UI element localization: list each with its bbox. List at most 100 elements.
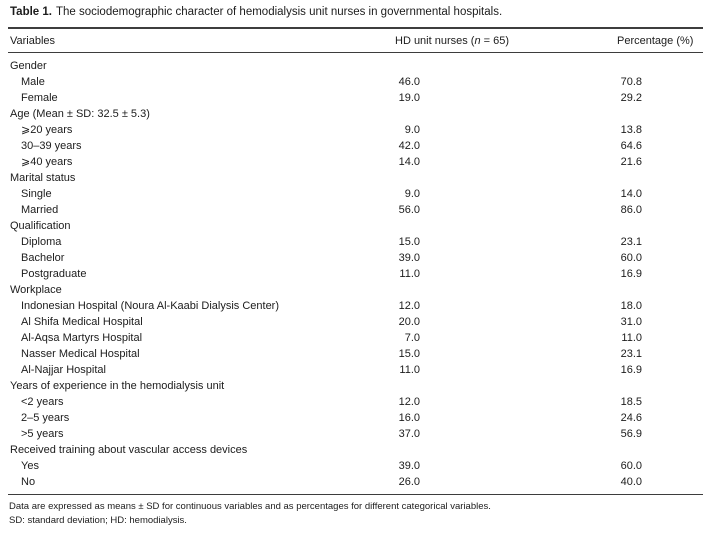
cell-value: 18.0 (620, 300, 642, 312)
count-cell: 39.0 (395, 458, 617, 474)
percent-cell (617, 218, 703, 234)
count-cell: 26.0 (395, 474, 617, 495)
cell-value: 16.0 (398, 412, 420, 424)
row-label: <2 years (21, 396, 64, 408)
section-label: Qualification (10, 220, 71, 232)
percent-cell: 18.5 (617, 394, 703, 410)
section-label: Age (Mean ± SD: 32.5 ± 5.3) (10, 108, 150, 120)
percent-cell: 13.8 (617, 122, 703, 138)
cell-value: 11.0 (399, 268, 420, 280)
cell-value: 23.1 (620, 348, 642, 360)
cell-value: 11.0 (399, 364, 420, 376)
footnote-data-expression: Data are expressed as means ± SD for con… (9, 501, 491, 512)
section-header-row: Age (Mean ± SD: 32.5 ± 5.3) (8, 106, 703, 122)
cell-value: 15.0 (398, 236, 420, 248)
data-row: Married 56.0 86.0 (8, 202, 703, 218)
percent-cell (617, 53, 703, 75)
count-cell (395, 442, 617, 458)
section-header-row: Qualification (8, 218, 703, 234)
cell-value: 14.0 (620, 188, 642, 200)
percent-cell: 23.1 (617, 346, 703, 362)
count-cell: 9.0 (395, 122, 617, 138)
count-cell (395, 218, 617, 234)
percent-cell: 56.9 (617, 426, 703, 442)
section-header-row: Years of experience in the hemodialysis … (8, 378, 703, 394)
count-cell: 46.0 (395, 74, 617, 90)
row-label: Al Shifa Medical Hospital (21, 316, 143, 328)
percent-cell: 16.9 (617, 266, 703, 282)
data-row: Diploma 15.0 23.1 (8, 234, 703, 250)
count-cell: 39.0 (395, 250, 617, 266)
header-row: Variables HD unit nurses (n = 65) Percen… (8, 28, 703, 53)
percent-cell: 21.6 (617, 154, 703, 170)
row-label: Nasser Medical Hospital (21, 348, 140, 360)
cell-value: 15.0 (398, 348, 420, 360)
count-cell: 20.0 (395, 314, 617, 330)
percent-cell (617, 442, 703, 458)
data-row: Indonesian Hospital (Noura Al-Kaabi Dial… (8, 298, 703, 314)
row-label: Diploma (21, 236, 62, 248)
percent-cell (617, 282, 703, 298)
count-cell (395, 378, 617, 394)
row-label: Male (21, 76, 45, 88)
row-label: Postgraduate (21, 268, 87, 280)
count-cell (395, 106, 617, 122)
count-cell: 42.0 (395, 138, 617, 154)
row-label: Married (21, 204, 59, 216)
cell-value: 56.9 (620, 428, 642, 440)
hd-header-suffix: = 65) (480, 34, 510, 47)
data-row: Female 19.0 29.2 (8, 90, 703, 106)
column-header-variables: Variables (10, 34, 56, 47)
table-footnotes: Data are expressed as means ± SD for con… (8, 500, 703, 528)
section-header-row: Gender (8, 53, 703, 75)
count-cell: 12.0 (395, 298, 617, 314)
cell-value: 19.0 (398, 92, 420, 104)
row-label: Yes (21, 460, 39, 472)
column-header-hd-unit-nurses: HD unit nurses (n = 65) (395, 28, 617, 53)
percent-cell (617, 378, 703, 394)
data-row: Male 46.0 70.8 (8, 74, 703, 90)
hd-header-n-italic: n (474, 34, 481, 47)
cell-value: 70.8 (620, 76, 642, 88)
count-cell: 11.0 (395, 362, 617, 378)
cell-value: 46.0 (398, 76, 420, 88)
count-cell (395, 282, 617, 298)
cell-value: 39.0 (398, 252, 420, 264)
cell-value: 29.2 (620, 92, 642, 104)
row-label: ⩾20 years (21, 124, 73, 136)
row-label: Single (21, 188, 52, 200)
section-label: Years of experience in the hemodialysis … (10, 380, 225, 392)
cell-value: 23.1 (620, 236, 642, 248)
cell-value: 21.6 (620, 156, 642, 168)
count-cell: 15.0 (395, 234, 617, 250)
row-label: Al-Najjar Hospital (21, 364, 106, 376)
count-cell: 15.0 (395, 346, 617, 362)
section-label: Gender (10, 60, 47, 72)
section-label: Workplace (10, 284, 62, 296)
count-cell: 19.0 (395, 90, 617, 106)
data-row: ⩾20 years 9.0 13.8 (8, 122, 703, 138)
cell-value: 56.0 (398, 204, 420, 216)
data-row: ⩾40 years 14.0 21.6 (8, 154, 703, 170)
count-cell: 9.0 (395, 186, 617, 202)
row-label: Female (21, 92, 58, 104)
data-row: No 26.0 40.0 (8, 474, 703, 495)
row-label: ⩾40 years (21, 156, 73, 168)
percent-cell: 14.0 (617, 186, 703, 202)
count-cell: 16.0 (395, 410, 617, 426)
cell-value: 18.5 (620, 396, 642, 408)
cell-value: 60.0 (620, 252, 642, 264)
table-body: Gender Male 46.0 70.8 Female 19.0 29.2 Age (Mea… (8, 53, 703, 495)
count-cell: 12.0 (395, 394, 617, 410)
cell-value: 9.0 (404, 124, 420, 136)
data-row: 30–39 years 42.0 64.6 (8, 138, 703, 154)
percent-cell: 86.0 (617, 202, 703, 218)
data-row: Nasser Medical Hospital 15.0 23.1 (8, 346, 703, 362)
cell-value: 40.0 (620, 476, 642, 488)
percent-cell: 64.6 (617, 138, 703, 154)
section-label: Marital status (10, 172, 76, 184)
row-label: 30–39 years (21, 140, 82, 152)
count-cell: 11.0 (395, 266, 617, 282)
count-cell: 37.0 (395, 426, 617, 442)
cell-value: 13.8 (620, 124, 642, 136)
